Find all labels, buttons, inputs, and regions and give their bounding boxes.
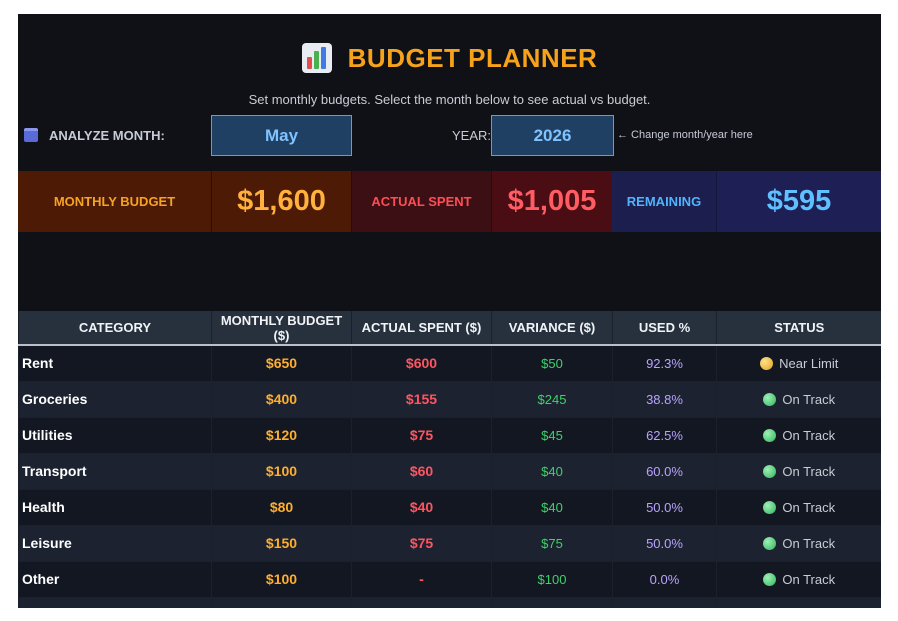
status-dot-icon bbox=[763, 428, 777, 442]
status-cell: On Track bbox=[716, 417, 881, 454]
budget-cell[interactable]: $100 bbox=[211, 453, 352, 490]
status-dot-icon bbox=[763, 500, 777, 514]
status-dot-icon bbox=[763, 464, 777, 478]
budget-sheet: BUDGET PLANNER Set monthly budgets. Sele… bbox=[18, 14, 881, 608]
variance-cell: $50 bbox=[491, 345, 613, 382]
actual-cell: - bbox=[351, 561, 492, 598]
table-row: Health $80 $40 $40 50.0% On Track bbox=[18, 489, 881, 526]
status-text: On Track bbox=[782, 535, 836, 551]
budget-table: CATEGORY MONTHLY BUDGET ($) ACTUAL SPENT… bbox=[18, 311, 881, 608]
table-row-empty bbox=[18, 597, 881, 608]
status-cell: Near Limit bbox=[716, 345, 881, 382]
status-cell: On Track bbox=[716, 453, 881, 490]
year-input[interactable]: 2026 bbox=[491, 115, 614, 156]
status-text: On Track bbox=[782, 391, 836, 407]
monthly-budget-label: MONTHLY BUDGET bbox=[18, 171, 211, 232]
status-cell: On Track bbox=[716, 381, 881, 418]
status-cell: On Track bbox=[716, 561, 881, 598]
variance-cell: $40 bbox=[491, 453, 613, 490]
actual-cell: $60 bbox=[351, 453, 492, 490]
budget-cell[interactable]: $150 bbox=[211, 525, 352, 562]
remaining-value: $595 bbox=[716, 171, 881, 232]
status-text: On Track bbox=[782, 571, 836, 587]
category-cell[interactable]: Groceries bbox=[18, 381, 212, 418]
category-cell[interactable]: Health bbox=[18, 489, 212, 526]
status-cell: On Track bbox=[716, 489, 881, 526]
variance-cell: $100 bbox=[491, 561, 613, 598]
budget-cell[interactable]: $120 bbox=[211, 417, 352, 454]
status-text: Near Limit bbox=[779, 355, 839, 371]
budget-cell[interactable]: $100 bbox=[211, 561, 352, 598]
empty-cell[interactable] bbox=[18, 597, 212, 608]
used-cell: 60.0% bbox=[612, 453, 717, 490]
status-cell: On Track bbox=[716, 525, 881, 562]
year-label: YEAR: bbox=[452, 128, 492, 143]
remaining-label: REMAINING bbox=[612, 171, 716, 232]
month-input[interactable]: May bbox=[211, 115, 352, 156]
status-text: On Track bbox=[782, 499, 836, 515]
empty-cell[interactable] bbox=[211, 597, 352, 608]
budget-cell[interactable]: $650 bbox=[211, 345, 352, 382]
category-cell[interactable]: Transport bbox=[18, 453, 212, 490]
actual-spent-label: ACTUAL SPENT bbox=[351, 171, 491, 232]
table-row: Groceries $400 $155 $245 38.8% On Track bbox=[18, 381, 881, 418]
analyze-row: ANALYZE MONTH: May YEAR: 2026 ← Change m… bbox=[18, 114, 881, 158]
used-cell: 50.0% bbox=[612, 525, 717, 562]
actual-cell: $75 bbox=[351, 525, 492, 562]
table-header-row: CATEGORY MONTHLY BUDGET ($) ACTUAL SPENT… bbox=[18, 311, 881, 346]
actual-cell: $75 bbox=[351, 417, 492, 454]
summary-bar: MONTHLY BUDGET $1,600 ACTUAL SPENT $1,00… bbox=[18, 171, 881, 232]
variance-cell: $45 bbox=[491, 417, 613, 454]
table-row: Utilities $120 $75 $45 62.5% On Track bbox=[18, 417, 881, 454]
title-row: BUDGET PLANNER bbox=[18, 38, 881, 78]
table-row: Other $100 - $100 0.0% On Track bbox=[18, 561, 881, 598]
budget-cell[interactable]: $80 bbox=[211, 489, 352, 526]
category-cell[interactable]: Utilities bbox=[18, 417, 212, 454]
actual-cell: $600 bbox=[351, 345, 492, 382]
category-cell[interactable]: Rent bbox=[18, 345, 212, 382]
table-row: Leisure $150 $75 $75 50.0% On Track bbox=[18, 525, 881, 562]
status-text: On Track bbox=[782, 463, 836, 479]
header-variance: VARIANCE ($) bbox=[491, 311, 613, 346]
status-dot-icon bbox=[763, 572, 777, 586]
empty-cell[interactable] bbox=[351, 597, 492, 608]
header-category: CATEGORY bbox=[18, 311, 212, 346]
actual-cell: $155 bbox=[351, 381, 492, 418]
analyze-month-label: ANALYZE MONTH: bbox=[49, 128, 165, 143]
page-subtitle: Set monthly budgets. Select the month be… bbox=[248, 92, 651, 107]
used-cell: 0.0% bbox=[612, 561, 717, 598]
variance-cell: $245 bbox=[491, 381, 613, 418]
header-status: STATUS bbox=[716, 311, 881, 346]
table-row: Transport $100 $60 $40 60.0% On Track bbox=[18, 453, 881, 490]
actual-spent-value: $1,005 bbox=[491, 171, 612, 232]
empty-cell[interactable] bbox=[491, 597, 613, 608]
budget-cell[interactable]: $400 bbox=[211, 381, 352, 418]
category-cell[interactable]: Leisure bbox=[18, 525, 212, 562]
status-dot-icon bbox=[760, 356, 774, 370]
page-title: BUDGET PLANNER bbox=[347, 42, 598, 73]
used-cell: 50.0% bbox=[612, 489, 717, 526]
table-row: Rent $650 $600 $50 92.3% Near Limit bbox=[18, 345, 881, 382]
variance-cell: $40 bbox=[491, 489, 613, 526]
calendar-icon bbox=[24, 128, 38, 142]
category-cell[interactable]: Other bbox=[18, 561, 212, 598]
status-dot-icon bbox=[763, 536, 777, 550]
header-actual: ACTUAL SPENT ($) bbox=[351, 311, 492, 346]
used-cell: 62.5% bbox=[612, 417, 717, 454]
header-budget: MONTHLY BUDGET ($) bbox=[211, 311, 352, 346]
status-text: On Track bbox=[782, 427, 836, 443]
used-cell: 38.8% bbox=[612, 381, 717, 418]
monthly-budget-value: $1,600 bbox=[211, 171, 351, 232]
bar-chart-icon bbox=[301, 43, 332, 73]
status-dot-icon bbox=[763, 392, 777, 406]
variance-cell: $75 bbox=[491, 525, 613, 562]
actual-cell: $40 bbox=[351, 489, 492, 526]
empty-cell[interactable] bbox=[612, 597, 717, 608]
used-cell: 92.3% bbox=[612, 345, 717, 382]
empty-cell[interactable] bbox=[716, 597, 881, 608]
change-hint: ← Change month/year here bbox=[617, 129, 753, 141]
header-used: USED % bbox=[612, 311, 717, 346]
